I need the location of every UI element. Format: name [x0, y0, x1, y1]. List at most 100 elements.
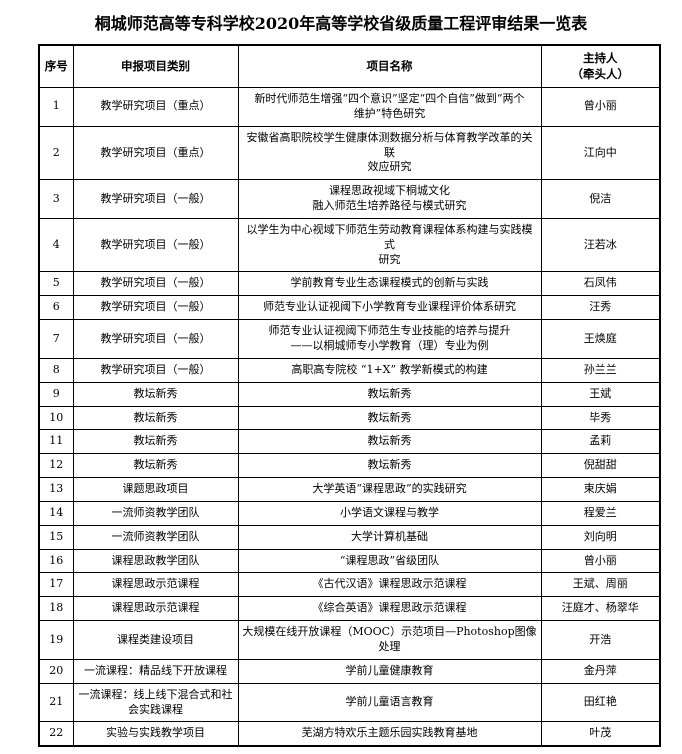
- cell-project-name: 高职高专院校 “1+X” 教学新模式的构建: [237, 357, 542, 383]
- cell-project-category: 课程类建设项目: [72, 620, 239, 660]
- table-row: 3 教学研究项目（一般） 课程思政视域下桐城文化 融入师范生培养路径与模式研究 倪洁: [38, 179, 661, 219]
- cell-serial-number: 17: [38, 572, 74, 598]
- cell-host: 倪甜甜: [540, 453, 661, 479]
- cell-serial-number: 8: [38, 357, 74, 383]
- cell-project-category: 实验与实践教学项目: [72, 721, 239, 747]
- cell-serial-number: 20: [38, 658, 74, 684]
- cell-project-category: 一流课程：精品线下开放课程: [72, 658, 239, 684]
- table-row: 22 实验与实践教学项目 芜湖方特欢乐主题乐园实践教育基地 叶茂: [38, 721, 661, 747]
- cell-host: 程爱兰: [540, 500, 661, 526]
- cell-project-name: 《古代汉语》课程思政示范课程: [237, 572, 542, 598]
- table-row: 2 教学研究项目（重点） 安徽省高职院校学生健康体测数据分析与体育教学改革的关联 效…: [38, 125, 661, 181]
- cell-serial-number: 10: [38, 405, 74, 431]
- cell-serial-number: 3: [38, 179, 74, 219]
- cell-project-name: 学前儿童语言教育: [237, 682, 542, 723]
- cell-project-category: 课程思政示范课程: [72, 572, 239, 598]
- cell-project-category: 教学研究项目（一般）: [72, 217, 239, 273]
- cell-host: 王斌: [540, 381, 661, 407]
- cell-project-name: 师范专业认证视阈下师范生专业技能的培养与提升 ——以桐城师专小学教育（理）专业为…: [237, 319, 542, 359]
- table-body: 1 教学研究项目（重点） 新时代师范生增强“四个意识”坚定“四个自信”做到“两个 维…: [38, 87, 661, 747]
- cell-project-name: 大规模在线开放课程（MOOC）示范项目—Photoshop图像处理: [237, 620, 542, 660]
- table-row: 14 一流师资教学团队 小学语文课程与教学 程爱兰: [38, 500, 661, 526]
- cell-project-name: 芜湖方特欢乐主题乐园实践教育基地: [237, 721, 542, 747]
- cell-serial-number: 12: [38, 453, 74, 479]
- cell-project-category: 教学研究项目（重点）: [72, 125, 239, 181]
- cell-project-name: 教坛新秀: [237, 405, 542, 431]
- cell-host: 毕秀: [540, 405, 661, 431]
- cell-project-name: “课程思政”省级团队: [237, 548, 542, 574]
- cell-serial-number: 22: [38, 721, 74, 747]
- table-row: 1 教学研究项目（重点） 新时代师范生增强“四个意识”坚定“四个自信”做到“两个 维…: [38, 87, 661, 127]
- table-row: 12 教坛新秀 教坛新秀 倪甜甜: [38, 453, 661, 479]
- header-project-name: 项目名称: [237, 44, 542, 89]
- table-row: 19 课程类建设项目 大规模在线开放课程（MOOC）示范项目—Photoshop图像…: [38, 620, 661, 660]
- cell-project-name: 教坛新秀: [237, 381, 542, 407]
- table-row: 9 教坛新秀 教坛新秀 王斌: [38, 381, 661, 407]
- table-row: 4 教学研究项目（一般） 以学生为中心视域下师范生劳动教育课程体系构建与实践模式 研…: [38, 217, 661, 273]
- header-project-category: 申报项目类别: [72, 44, 239, 89]
- cell-project-category: 一流师资教学团队: [72, 500, 239, 526]
- cell-project-category: 教学研究项目（一般）: [72, 319, 239, 359]
- cell-project-name: 教坛新秀: [237, 429, 542, 455]
- cell-host: 江向中: [540, 125, 661, 181]
- cell-host: 汪秀: [540, 295, 661, 321]
- cell-host: 倪洁: [540, 179, 661, 219]
- cell-project-name: 以学生为中心视域下师范生劳动教育课程体系构建与实践模式 研究: [237, 217, 542, 273]
- table-row: 13 课题思政项目 大学英语“课程思政”的实践研究 束庆娟: [38, 477, 661, 502]
- cell-host: 刘向明: [540, 524, 661, 550]
- cell-serial-number: 18: [38, 596, 74, 622]
- cell-project-name: 师范专业认证视阈下小学教育专业课程评价体系研究: [237, 295, 542, 321]
- cell-serial-number: 1: [38, 87, 74, 127]
- table-row: 17 课程思政示范课程 《古代汉语》课程思政示范课程 王斌、周丽: [38, 572, 661, 598]
- table-row: 21 一流课程：线上线下混合式和社 会实践课程 学前儿童语言教育 田红艳: [38, 682, 661, 723]
- cell-serial-number: 15: [38, 524, 74, 550]
- cell-host: 孟莉: [540, 429, 661, 455]
- cell-host: 束庆娟: [540, 477, 661, 502]
- cell-host: 汪若冰: [540, 217, 661, 273]
- cell-project-category: 一流师资教学团队: [72, 524, 239, 550]
- cell-host: 石凤伟: [540, 271, 661, 297]
- cell-project-category: 教坛新秀: [72, 381, 239, 407]
- cell-serial-number: 6: [38, 295, 74, 321]
- cell-serial-number: 7: [38, 319, 74, 359]
- cell-project-name: 学前儿童健康教育: [237, 658, 542, 684]
- table-row: 5 教学研究项目（一般） 学前教育专业生态课程模式的创新与实践 石凤伟: [38, 271, 661, 297]
- cell-serial-number: 14: [38, 500, 74, 526]
- cell-serial-number: 2: [38, 125, 74, 181]
- cell-project-category: 一流课程：线上线下混合式和社 会实践课程: [72, 682, 239, 723]
- cell-project-category: 教学研究项目（重点）: [72, 87, 239, 127]
- cell-project-category: 课程思政示范课程: [72, 596, 239, 622]
- cell-project-category: 教坛新秀: [72, 429, 239, 455]
- cell-project-name: 课程思政视域下桐城文化 融入师范生培养路径与模式研究: [237, 179, 542, 219]
- table-row: 16 课程思政教学团队 “课程思政”省级团队 曾小丽: [38, 548, 661, 574]
- cell-project-name: 大学计算机基础: [237, 524, 542, 550]
- cell-host: 叶茂: [540, 721, 661, 747]
- cell-host: 田红艳: [540, 682, 661, 723]
- cell-host: 曾小丽: [540, 87, 661, 127]
- cell-project-category: 教坛新秀: [72, 453, 239, 479]
- cell-project-category: 教学研究项目（一般）: [72, 271, 239, 297]
- cell-project-category: 课程思政教学团队: [72, 548, 239, 574]
- cell-host: 王焕庭: [540, 319, 661, 359]
- cell-project-name: 小学语文课程与教学: [237, 500, 542, 526]
- table-row: 10 教坛新秀 教坛新秀 毕秀: [38, 405, 661, 431]
- table-row: 6 教学研究项目（一般） 师范专业认证视阈下小学教育专业课程评价体系研究 汪秀: [38, 295, 661, 321]
- results-table: 序号 申报项目类别 项目名称 主持人 （牵头人） 1 教学研究项目（重点） 新时代师…: [38, 44, 661, 748]
- table-row: 11 教坛新秀 教坛新秀 孟莉: [38, 429, 661, 455]
- header-host: 主持人 （牵头人）: [540, 44, 661, 89]
- table-row: 18 课程思政示范课程 《综合英语》课程思政示范课程 汪庭才、杨翠华: [38, 596, 661, 622]
- cell-serial-number: 11: [38, 429, 74, 455]
- cell-project-category: 课题思政项目: [72, 477, 239, 502]
- cell-project-category: 教学研究项目（一般）: [72, 295, 239, 321]
- cell-project-name: 教坛新秀: [237, 453, 542, 479]
- table-row: 7 教学研究项目（一般） 师范专业认证视阈下师范生专业技能的培养与提升 ——以桐城师…: [38, 319, 661, 359]
- table-row: 20 一流课程：精品线下开放课程 学前儿童健康教育 金丹萍: [38, 658, 661, 684]
- cell-project-category: 教学研究项目（一般）: [72, 357, 239, 383]
- page-title: 桐城师范高等专科学校2020年高等学校省级质量工程评审结果一览表: [94, 14, 588, 33]
- cell-project-category: 教学研究项目（一般）: [72, 179, 239, 219]
- cell-project-name: 学前教育专业生态课程模式的创新与实践: [237, 271, 542, 297]
- cell-serial-number: 16: [38, 548, 74, 574]
- cell-host: 王斌、周丽: [540, 572, 661, 598]
- cell-serial-number: 21: [38, 682, 74, 723]
- cell-serial-number: 5: [38, 271, 74, 297]
